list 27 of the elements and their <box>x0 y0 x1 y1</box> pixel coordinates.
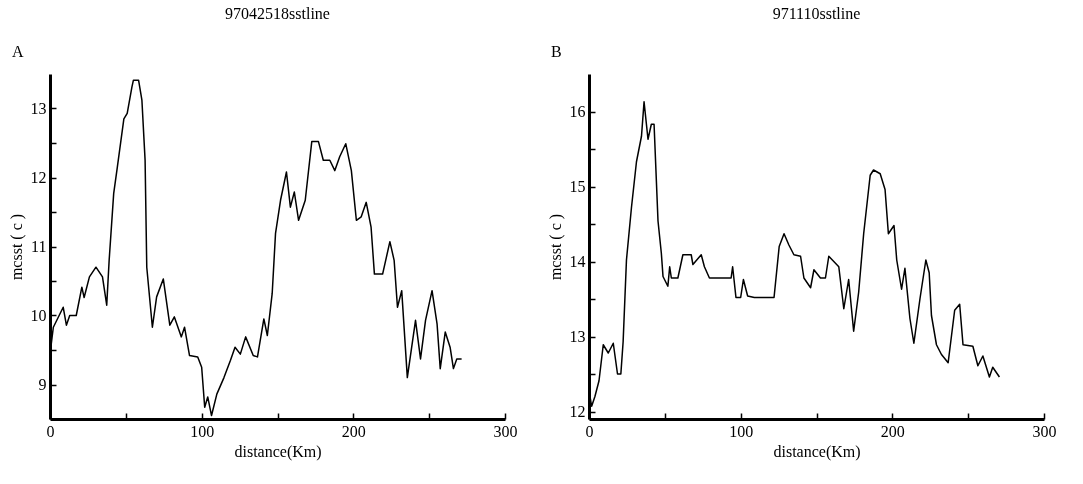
x-axis-title: distance(Km) <box>773 442 861 461</box>
chart-title: 971110sstline <box>772 5 861 22</box>
x-tick-label: 100 <box>190 422 215 440</box>
y-tick-label: 10 <box>30 307 47 324</box>
x-tick-label: 200 <box>341 422 366 440</box>
x-axis-title: distance(Km) <box>234 442 322 461</box>
text: A <box>12 43 24 60</box>
text: B <box>551 43 562 60</box>
x-tick-label: 100 <box>729 422 754 440</box>
x-tick-label: 0 <box>46 422 55 440</box>
y-tick-label: 13 <box>569 328 586 345</box>
y-tick-label: 12 <box>569 403 586 420</box>
y-tick-label: 13 <box>30 100 47 117</box>
x-tick-label: 300 <box>493 422 518 440</box>
y-axis-title: mcsst ( c ) <box>7 213 26 281</box>
y-tick-label: 9 <box>38 376 47 393</box>
y-tick-label: 15 <box>569 178 586 195</box>
y-tick-label: 14 <box>569 253 586 270</box>
y-tick-label: 11 <box>31 238 47 255</box>
line-series <box>50 79 463 417</box>
chart-title: 97042518sstline <box>225 5 330 22</box>
x-tick-label: 200 <box>880 422 905 440</box>
x-tick-label: 300 <box>1032 422 1057 440</box>
y-axis-title: mcsst ( c ) <box>546 213 565 281</box>
y-tick-label: 16 <box>569 103 586 120</box>
x-tick-label: 0 <box>585 422 594 440</box>
y-tick-label: 12 <box>30 169 47 186</box>
